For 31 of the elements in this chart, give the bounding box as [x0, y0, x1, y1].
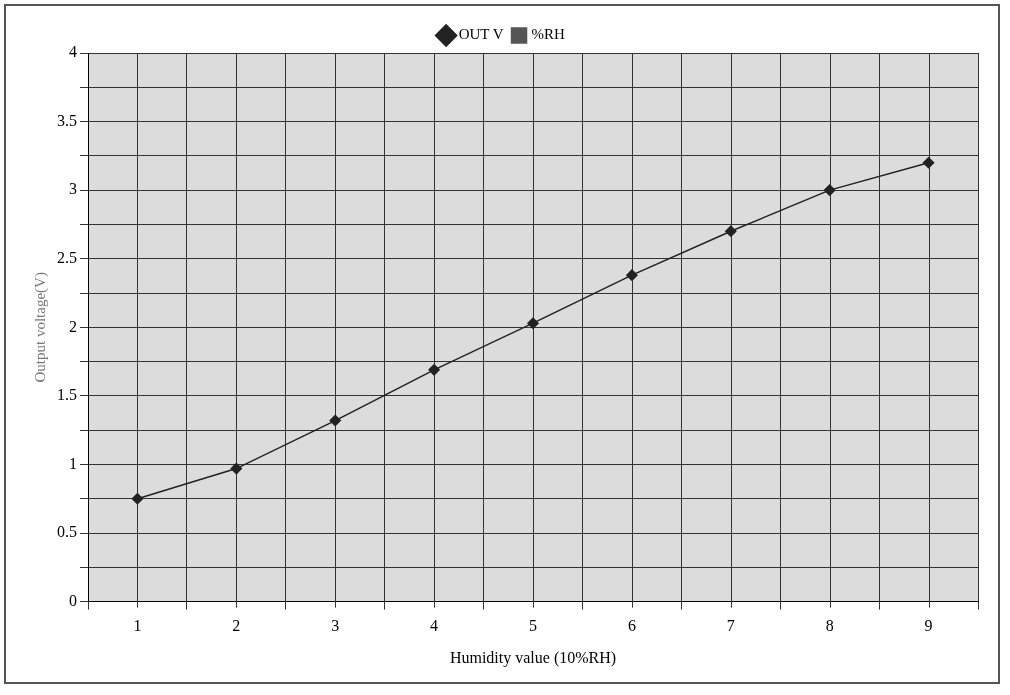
- x-tick-label: 6: [627, 617, 636, 635]
- y-tick-label: 3.5: [57, 111, 77, 129]
- x-tick-label: 8: [825, 617, 834, 635]
- point: [823, 184, 836, 196]
- y-tick-label: 1: [69, 454, 77, 472]
- point: [428, 364, 440, 376]
- x-tick-label: 4: [430, 617, 439, 635]
- x-tick-label: 1: [133, 617, 142, 635]
- y-tick-label: 2.5: [57, 248, 77, 266]
- legend-label: OUT V: [458, 26, 504, 43]
- x-tick-label: 2: [232, 617, 241, 635]
- x-tick-label: 3: [331, 617, 340, 635]
- point: [230, 462, 243, 475]
- legend-label: %RH: [531, 26, 566, 43]
- y-tick-label: 2: [69, 317, 77, 335]
- y-tick-label: 4: [69, 43, 77, 61]
- x-axis-title: Humidity value (10%RH): [449, 648, 617, 667]
- y-tick-label: 0.5: [57, 523, 77, 541]
- x-tick-label: 9: [924, 617, 933, 635]
- point: [626, 269, 638, 281]
- point: [329, 414, 341, 427]
- point: [922, 156, 935, 169]
- point: [527, 317, 539, 329]
- x-tick-label: 5: [529, 617, 537, 635]
- y-tick-label: 0: [69, 591, 77, 609]
- x-tick-label: 7: [726, 617, 735, 635]
- y-axis-title: Output voltage(V): [31, 272, 49, 383]
- point: [131, 492, 144, 505]
- point: [725, 225, 737, 238]
- y-tick-label: 1.5: [57, 386, 77, 404]
- y-tick-label: 3: [69, 180, 77, 198]
